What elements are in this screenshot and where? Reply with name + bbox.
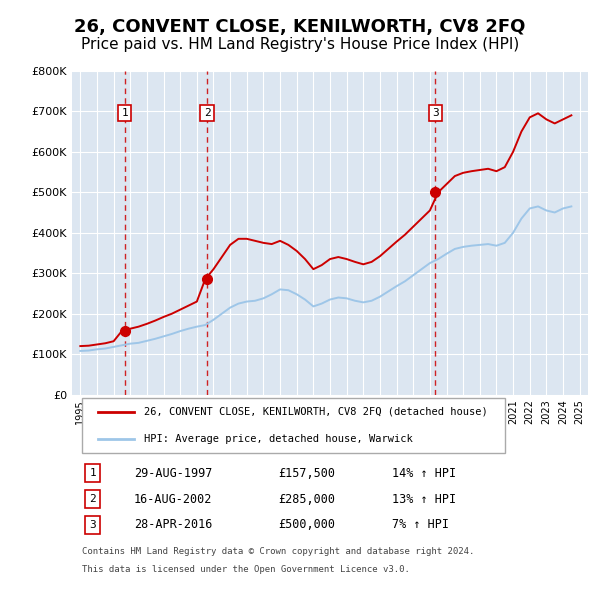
Text: £285,000: £285,000 [278, 493, 335, 506]
Text: 2: 2 [204, 108, 211, 118]
Text: £500,000: £500,000 [278, 519, 335, 532]
FancyBboxPatch shape [82, 398, 505, 453]
Text: 14% ↑ HPI: 14% ↑ HPI [392, 467, 456, 480]
Text: 1: 1 [121, 108, 128, 118]
Text: 13% ↑ HPI: 13% ↑ HPI [392, 493, 456, 506]
Text: £157,500: £157,500 [278, 467, 335, 480]
Text: Contains HM Land Registry data © Crown copyright and database right 2024.: Contains HM Land Registry data © Crown c… [82, 547, 475, 556]
Text: 2: 2 [89, 494, 96, 504]
Text: 3: 3 [89, 520, 96, 530]
Text: 26, CONVENT CLOSE, KENILWORTH, CV8 2FQ (detached house): 26, CONVENT CLOSE, KENILWORTH, CV8 2FQ (… [144, 407, 488, 417]
Text: 29-AUG-1997: 29-AUG-1997 [134, 467, 212, 480]
Text: Price paid vs. HM Land Registry's House Price Index (HPI): Price paid vs. HM Land Registry's House … [81, 37, 519, 52]
Text: 28-APR-2016: 28-APR-2016 [134, 519, 212, 532]
Text: 16-AUG-2002: 16-AUG-2002 [134, 493, 212, 506]
Text: 3: 3 [432, 108, 439, 118]
Text: HPI: Average price, detached house, Warwick: HPI: Average price, detached house, Warw… [144, 434, 413, 444]
Text: 1: 1 [89, 468, 96, 478]
Text: This data is licensed under the Open Government Licence v3.0.: This data is licensed under the Open Gov… [82, 565, 410, 573]
Text: 7% ↑ HPI: 7% ↑ HPI [392, 519, 449, 532]
Text: 26, CONVENT CLOSE, KENILWORTH, CV8 2FQ: 26, CONVENT CLOSE, KENILWORTH, CV8 2FQ [74, 18, 526, 35]
